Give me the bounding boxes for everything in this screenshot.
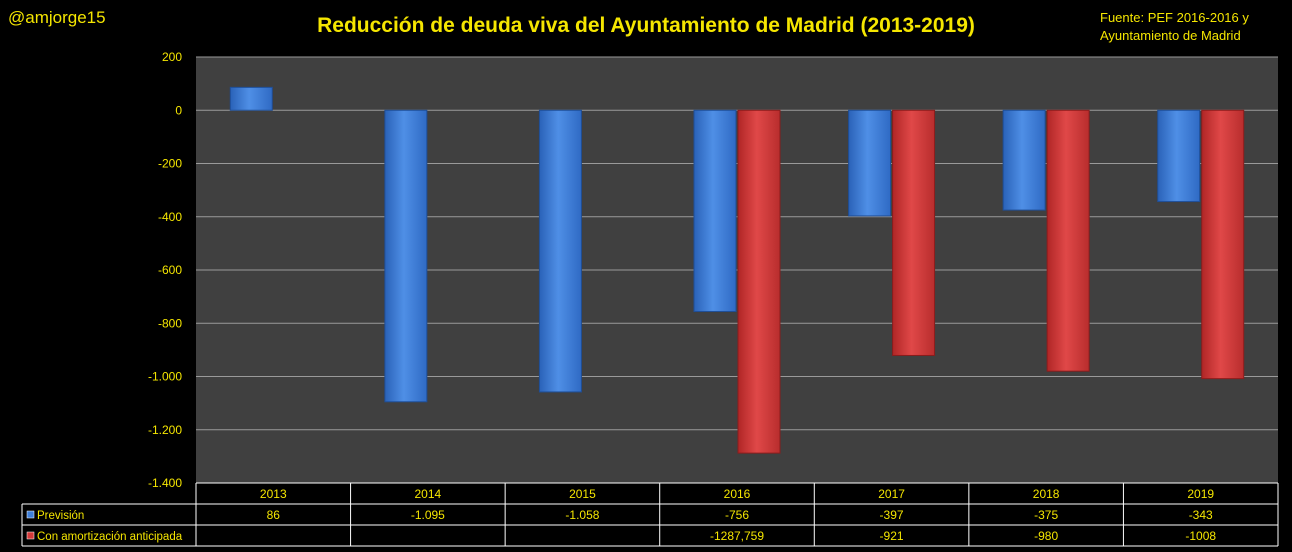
data-table-value: -1.095 <box>411 508 445 522</box>
bar-amortizacion <box>737 109 781 454</box>
bar-prevision <box>229 86 273 111</box>
x-category-label: 2015 <box>569 487 596 501</box>
data-table-value: -1287,759 <box>710 529 764 543</box>
data-table-value: 86 <box>267 508 281 522</box>
y-tick-label: -200 <box>158 157 182 171</box>
source-line-1: Fuente: PEF 2016-2016 y <box>1100 10 1249 25</box>
bar-amortizacion <box>1046 109 1090 372</box>
y-tick-label: -600 <box>158 263 182 277</box>
y-tick-label: -1.000 <box>148 370 182 384</box>
legend-label: Con amortización anticipada <box>37 531 183 543</box>
bar-prevision <box>693 109 737 313</box>
bar-amortizacion <box>892 109 936 356</box>
x-category-label: 2013 <box>260 487 287 501</box>
bar-prevision <box>848 109 892 217</box>
data-table-value: -980 <box>1034 529 1058 543</box>
data-table-value: -1008 <box>1185 529 1216 543</box>
data-table-value: -343 <box>1189 508 1213 522</box>
x-category-label: 2016 <box>724 487 751 501</box>
bar-prevision <box>1002 109 1046 211</box>
source-note: Fuente: PEF 2016-2016 y Ayuntamiento de … <box>1100 9 1262 45</box>
data-table-value: -397 <box>880 508 904 522</box>
data-table-value: -375 <box>1034 508 1058 522</box>
x-category-label: 2014 <box>415 487 442 501</box>
y-tick-label: -1.400 <box>148 476 182 490</box>
source-line-2: Ayuntamiento de Madrid <box>1100 28 1241 43</box>
bar-amortizacion <box>1201 109 1245 380</box>
y-tick-label: 0 <box>175 103 182 117</box>
y-tick-label: -800 <box>158 316 182 330</box>
data-table-value: -921 <box>880 529 904 543</box>
x-category-label: 2017 <box>878 487 905 501</box>
y-tick-label: 200 <box>162 50 182 64</box>
chart-title: Reducción de deuda viva del Ayuntamiento… <box>317 14 975 37</box>
data-table-value: -1.058 <box>565 508 599 522</box>
legend-key-prevision <box>26 510 35 519</box>
y-tick-label: -400 <box>158 210 182 224</box>
author-handle: @amjorge15 <box>8 8 106 27</box>
bar-prevision <box>538 109 582 393</box>
legend-label: Previsión <box>37 510 84 522</box>
y-tick-label: -1.200 <box>148 423 182 437</box>
x-category-label: 2019 <box>1187 487 1214 501</box>
bar-prevision <box>1157 109 1201 203</box>
x-category-label: 2018 <box>1033 487 1060 501</box>
bar-prevision <box>384 109 428 403</box>
legend-key-amortizacion <box>26 531 35 540</box>
data-table-value: -756 <box>725 508 749 522</box>
